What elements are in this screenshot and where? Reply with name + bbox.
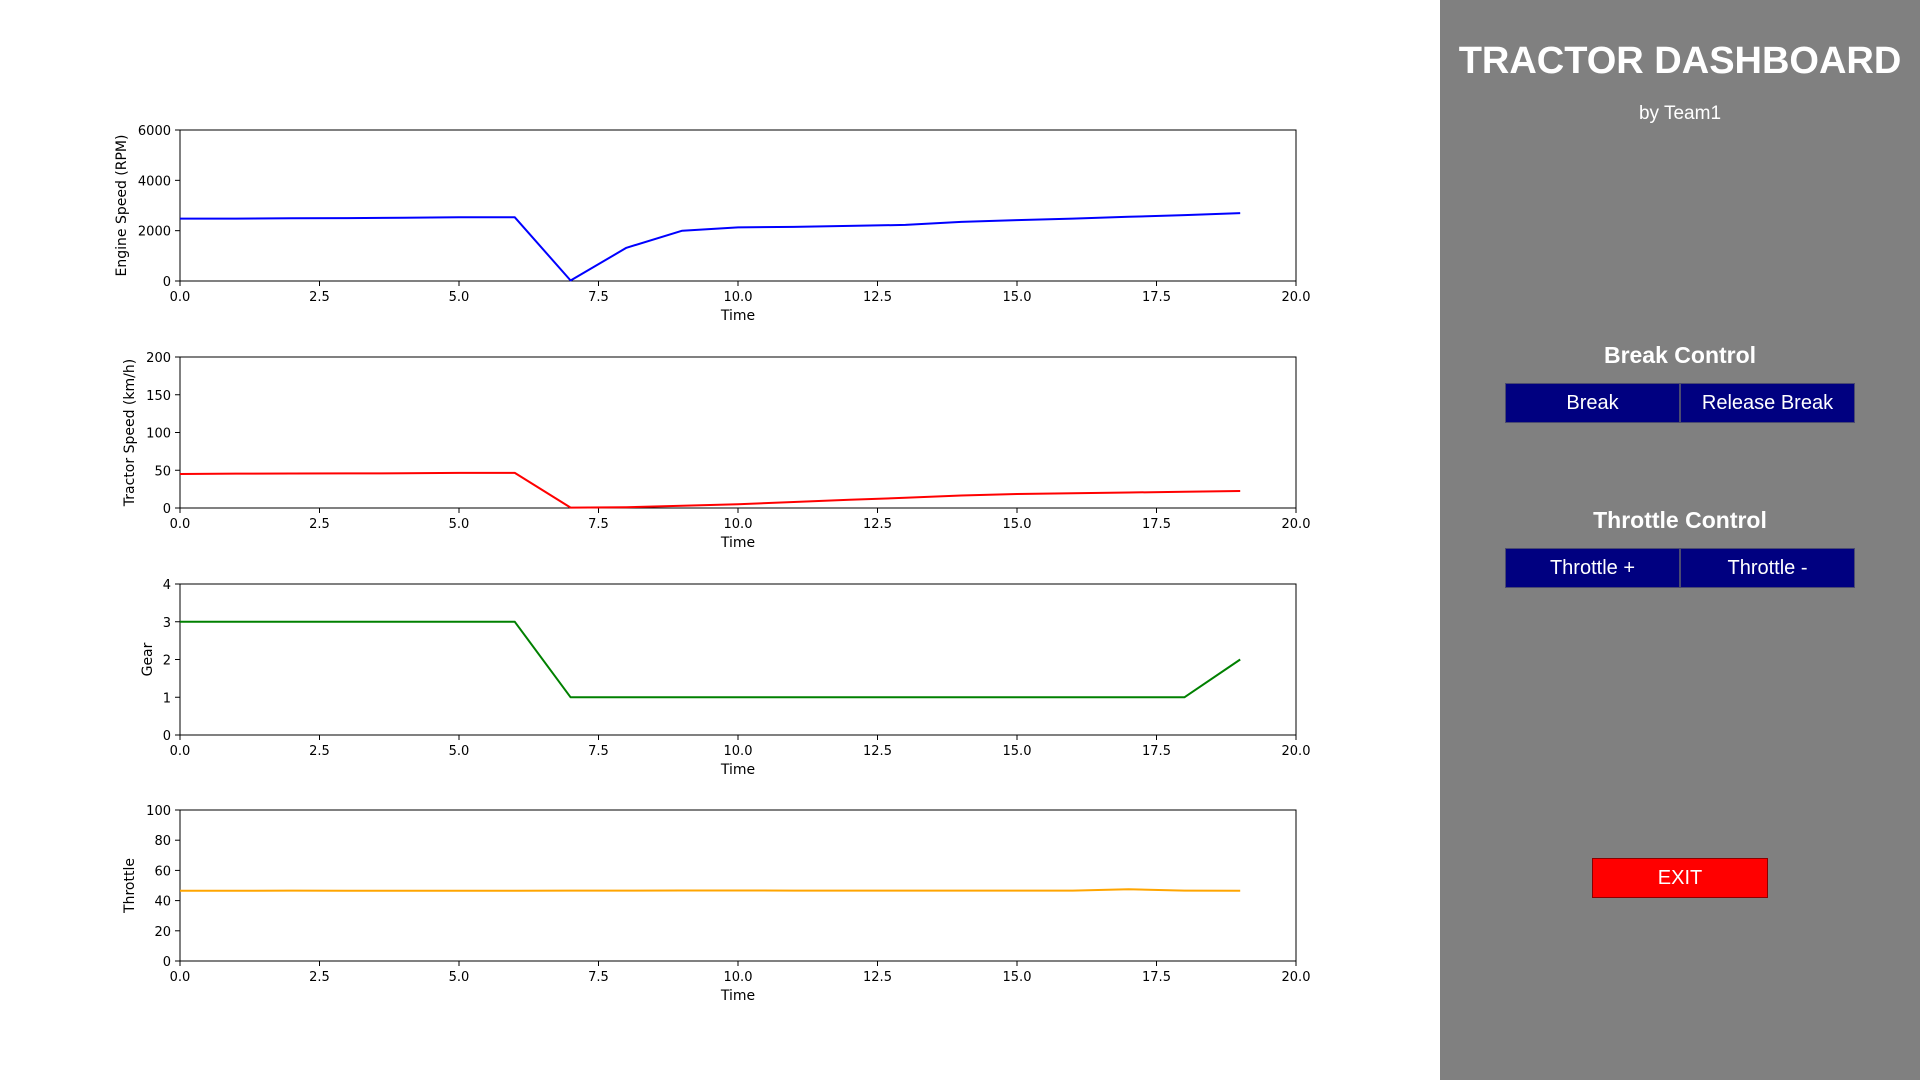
- chart-4-ytick-label: 0: [163, 955, 171, 970]
- chart-2-xtick-label: 20.0: [1282, 517, 1311, 532]
- chart-3-xtick-label: 15.0: [1003, 744, 1032, 759]
- chart-3-xtick-label: 17.5: [1142, 744, 1171, 759]
- chart-2-xtick-label: 2.5: [309, 517, 330, 532]
- chart-4-xtick-label: 17.5: [1142, 970, 1171, 985]
- chart-3-ytick-label: 2: [163, 654, 171, 669]
- chart-4-ytick-label: 100: [146, 804, 171, 819]
- chart-2-ytick-label: 150: [146, 389, 171, 404]
- chart-2-ytick-label: 0: [163, 502, 171, 517]
- chart-3-xtick-label: 10.0: [724, 744, 753, 759]
- chart-3-ytick-label: 4: [163, 578, 171, 593]
- chart-4-xlabel: Time: [720, 988, 755, 1004]
- chart-4-ytick-label: 60: [154, 864, 171, 879]
- chart-3-frame: [179, 583, 1297, 736]
- chart-4-ylabel: Throttle: [122, 858, 138, 914]
- charts-svg: 0.0 2.5 5.0 7.5 10.0 12.5 15.0 17.5 20.002000400…: [114, 124, 1311, 1004]
- chart-2-xtick-label: 5.0: [449, 517, 470, 532]
- chart-4-xtick-label: 12.5: [863, 970, 892, 985]
- chart-2-ytick-label: 200: [146, 351, 171, 366]
- chart-2-frame: [179, 356, 1297, 509]
- chart-3-xtick-label: 2.5: [309, 744, 330, 759]
- chart-3-xtick-label: 12.5: [863, 744, 892, 759]
- chart-4-xtick-label: 2.5: [309, 970, 330, 985]
- chart-3-xtick-label: 0.0: [170, 744, 191, 759]
- chart-2-ytick-label: 100: [146, 427, 171, 442]
- chart-3-ytick-label: 1: [163, 691, 171, 706]
- chart-1-ytick-label: 4000: [138, 174, 171, 189]
- throttle-plus-button[interactable]: Throttle +: [1505, 548, 1680, 588]
- chart-1-ytick-label: 2000: [138, 225, 171, 240]
- chart-2-xtick-label: 17.5: [1142, 517, 1171, 532]
- chart-1-ytick-label: 0: [163, 275, 171, 290]
- chart-3-ylabel: Gear: [140, 642, 156, 676]
- chart-1-xtick-label: 0.0: [170, 290, 191, 305]
- release-break-button[interactable]: Release Break: [1680, 383, 1855, 423]
- throttle-control-heading: Throttle Control: [1593, 507, 1767, 533]
- chart-1-ytick-label: 6000: [138, 124, 171, 139]
- chart-1-ylabel: Engine Speed (RPM): [114, 135, 130, 277]
- chart-3-series-line: [180, 620, 1241, 699]
- chart-1-xtick-label: 20.0: [1282, 290, 1311, 305]
- chart-1-xtick-label: 5.0: [449, 290, 470, 305]
- chart-1-series-line: [180, 212, 1241, 282]
- chart-4-xtick-label: 20.0: [1282, 970, 1311, 985]
- chart-1-frame: [179, 129, 1297, 282]
- chart-2-ylabel: Tractor Speed (km/h): [122, 359, 138, 507]
- chart-2-xlabel: Time: [720, 535, 755, 551]
- chart-1-xtick-label: 17.5: [1142, 290, 1171, 305]
- chart-1-xtick-label: 15.0: [1003, 290, 1032, 305]
- chart-2-xtick-label: 0.0: [170, 517, 191, 532]
- break-button[interactable]: Break: [1505, 383, 1680, 423]
- chart-2-xtick-label: 15.0: [1003, 517, 1032, 532]
- throttle-control-buttons: Throttle + Throttle -: [1505, 548, 1855, 588]
- chart-3-ytick-label: 3: [163, 616, 171, 631]
- chart-3-xtick-label: 20.0: [1282, 744, 1311, 759]
- chart-2-xtick-label: 7.5: [588, 517, 609, 532]
- chart-4-series-line: [180, 888, 1241, 892]
- chart-1-xlabel: Time: [720, 308, 755, 324]
- chart-2-xtick-label: 10.0: [724, 517, 753, 532]
- chart-1-xtick-label: 7.5: [588, 290, 609, 305]
- chart-4-xtick-label: 7.5: [588, 970, 609, 985]
- chart-4-xtick-label: 15.0: [1003, 970, 1032, 985]
- dashboard-subtitle: by Team1: [1638, 103, 1722, 124]
- chart-2-ytick-label: 50: [154, 464, 171, 479]
- dashboard-title: TRACTOR DASHBOARD: [1458, 40, 1902, 82]
- chart-4-xtick-label: 10.0: [724, 970, 753, 985]
- chart-3-xtick-label: 7.5: [588, 744, 609, 759]
- chart-3-xtick-label: 5.0: [449, 744, 470, 759]
- chart-3-xlabel: Time: [720, 762, 755, 778]
- chart-4-ytick-label: 40: [154, 895, 171, 910]
- chart-1-xtick-label: 2.5: [309, 290, 330, 305]
- chart-1-xtick-label: 12.5: [863, 290, 892, 305]
- chart-1-xtick-label: 10.0: [724, 290, 753, 305]
- chart-4-ytick-label: 20: [154, 925, 171, 940]
- chart-2-xtick-label: 12.5: [863, 517, 892, 532]
- exit-button[interactable]: EXIT: [1592, 858, 1768, 898]
- control-panel: TRACTOR DASHBOARD by Team1 Break Control…: [1440, 0, 1920, 1080]
- chart-4-xtick-label: 0.0: [170, 970, 191, 985]
- chart-4-xtick-label: 5.0: [449, 970, 470, 985]
- chart-3-ytick-label: 0: [163, 729, 171, 744]
- break-control-heading: Break Control: [1603, 342, 1757, 368]
- chart-2-series-line: [179, 471, 1241, 509]
- break-control-buttons: Break Release Break: [1505, 383, 1855, 423]
- throttle-minus-button[interactable]: Throttle -: [1680, 548, 1855, 588]
- chart-4-ytick-label: 80: [154, 834, 171, 849]
- chart-4-frame: [179, 809, 1297, 962]
- plot-area: 0.0 2.5 5.0 7.5 10.0 12.5 15.0 17.5 20.0 0 2000 400…: [114, 124, 1311, 1004]
